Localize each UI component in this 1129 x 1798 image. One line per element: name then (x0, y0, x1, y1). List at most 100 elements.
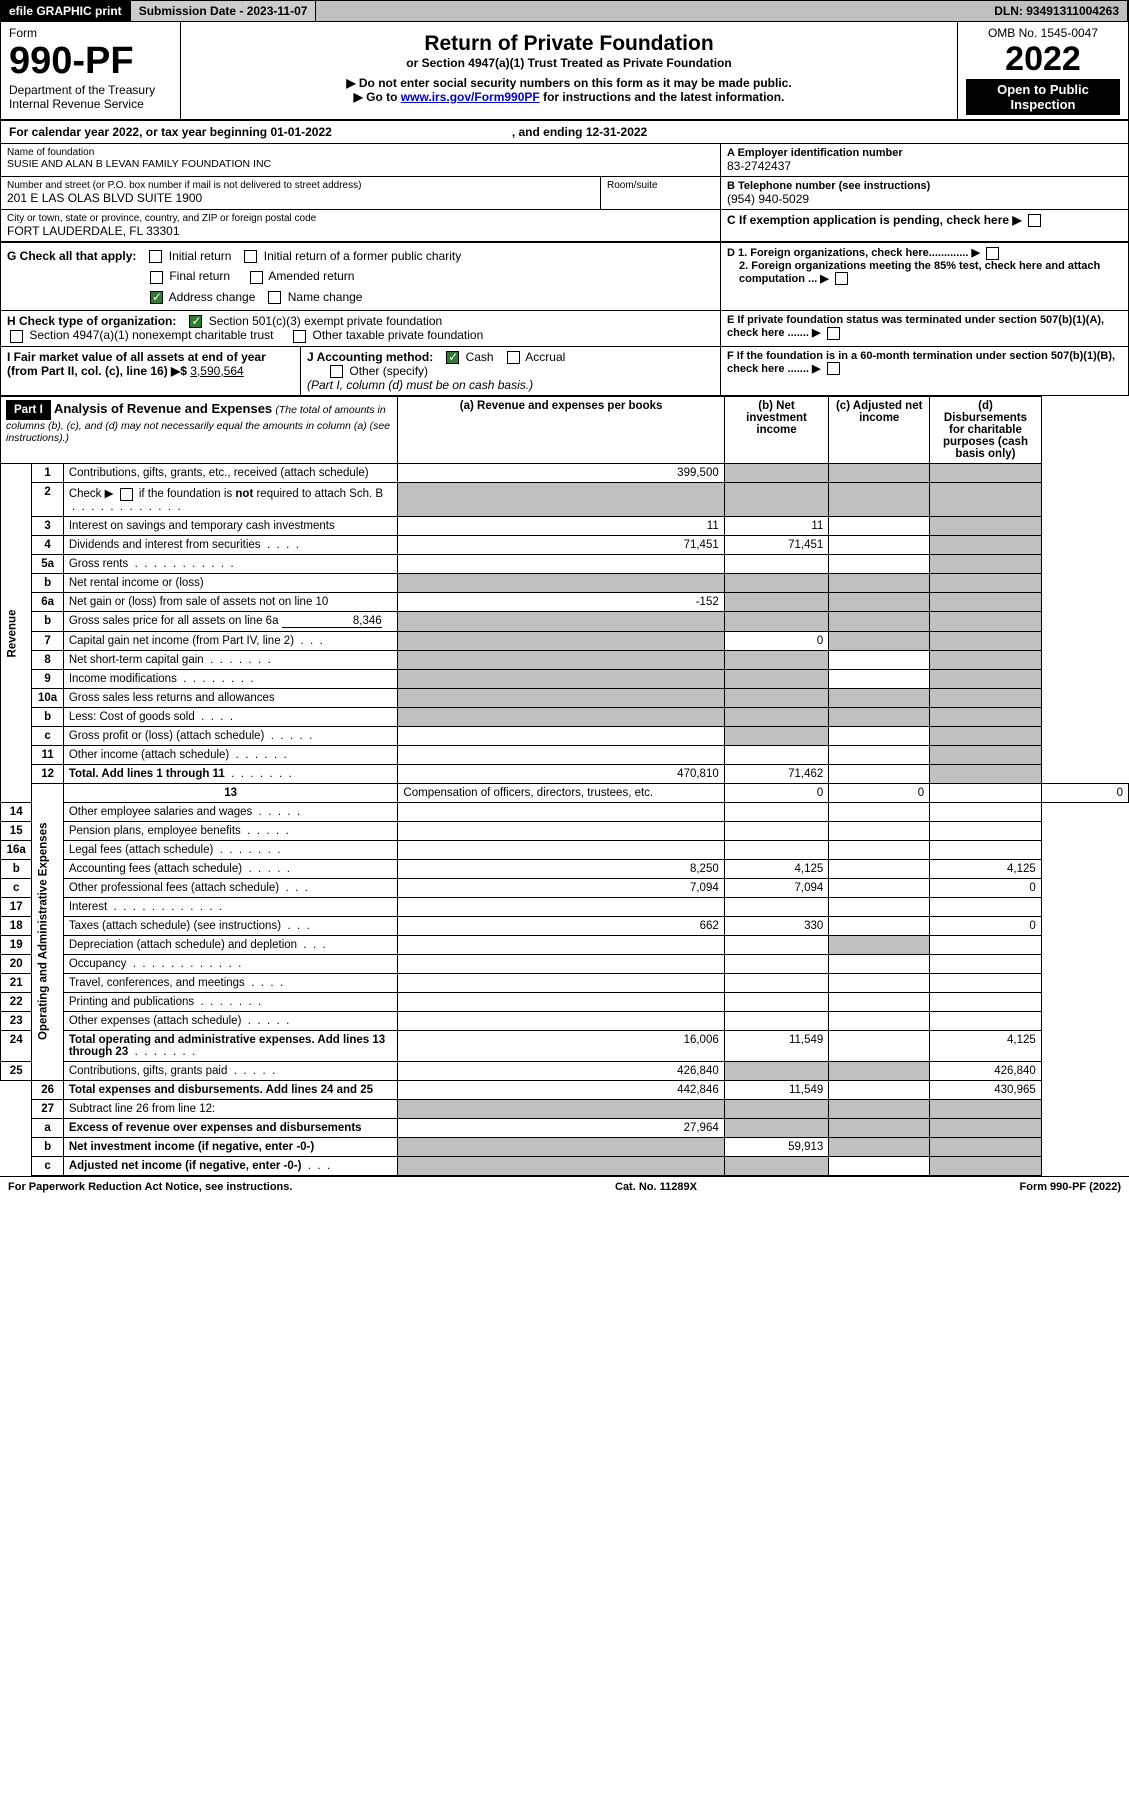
line27c-desc: Adjusted net income (if negative, enter … (63, 1156, 398, 1175)
form-title: Return of Private Foundation (189, 32, 949, 56)
g-initial: Initial return (169, 249, 232, 263)
g-initial-former: Initial return of a former public charit… (264, 249, 461, 263)
calendar-year-row: For calendar year 2022, or tax year begi… (0, 121, 1129, 144)
j-other-checkbox[interactable] (330, 365, 343, 378)
line13-b: 0 (829, 783, 930, 802)
g-former-checkbox[interactable] (244, 250, 257, 263)
line18-a: 662 (398, 916, 724, 935)
line9-desc: Income modifications . . . . . . . . (63, 669, 398, 688)
name-label: Name of foundation (7, 147, 714, 158)
line13-d: 0 (1041, 783, 1128, 802)
footer-center: Cat. No. 11289X (615, 1181, 697, 1193)
d2-checkbox[interactable] (835, 272, 848, 285)
line16c-d: 0 (930, 878, 1042, 897)
line8-desc: Net short-term capital gain . . . . . . … (63, 650, 398, 669)
g-initial-checkbox[interactable] (149, 250, 162, 263)
line10c-desc: Gross profit or (loss) (attach schedule)… (63, 726, 398, 745)
line26-d: 430,965 (930, 1080, 1042, 1099)
city-value: FORT LAUDERDALE, FL 33301 (7, 224, 714, 238)
line4-desc: Dividends and interest from securities .… (63, 535, 398, 554)
line2-checkbox[interactable] (120, 488, 133, 501)
phone-label: B Telephone number (see instructions) (727, 180, 1122, 192)
line22-desc: Printing and publications . . . . . . . (63, 992, 398, 1011)
ein-label: A Employer identification number (727, 147, 1122, 159)
line17-desc: Interest . . . . . . . . . . . . (63, 897, 398, 916)
line16a-desc: Legal fees (attach schedule) . . . . . .… (63, 840, 398, 859)
line27a-desc: Excess of revenue over expenses and disb… (63, 1118, 398, 1137)
foundation-info: Name of foundation SUSIE AND ALAN B LEVA… (0, 144, 1129, 396)
part1-label: Part I (6, 400, 51, 420)
j-other: Other (specify) (349, 364, 428, 378)
j-cash: Cash (466, 350, 494, 364)
line18-d: 0 (930, 916, 1042, 935)
f-checkbox[interactable] (827, 362, 840, 375)
line18-desc: Taxes (attach schedule) (see instruction… (63, 916, 398, 935)
g-name-checkbox[interactable] (268, 291, 281, 304)
g-label: G Check all that apply: (7, 249, 136, 263)
line19-desc: Depreciation (attach schedule) and deple… (63, 935, 398, 954)
line26-b: 11,549 (724, 1080, 829, 1099)
line24-a: 16,006 (398, 1030, 724, 1061)
g-final-checkbox[interactable] (150, 271, 163, 284)
col-a-header: (a) Revenue and expenses per books (398, 397, 724, 464)
line6b-desc: Gross sales price for all assets on line… (63, 611, 398, 631)
line16b-d: 4,125 (930, 859, 1042, 878)
line5a-desc: Gross rents . . . . . . . . . . . (63, 554, 398, 573)
h-501c3-checkbox[interactable] (189, 315, 202, 328)
addr-label: Number and street (or P.O. box number if… (7, 180, 594, 191)
calendar-end: , and ending 12-31-2022 (512, 125, 647, 139)
part1-title: Analysis of Revenue and Expenses (54, 401, 272, 416)
form-label: Form (9, 26, 172, 40)
line10a-desc: Gross sales less returns and allowances (63, 688, 398, 707)
form-number: 990-PF (9, 40, 172, 83)
line16c-b: 7,094 (724, 878, 829, 897)
h-other-checkbox[interactable] (293, 330, 306, 343)
g-amended-checkbox[interactable] (250, 271, 263, 284)
calendar-begin: For calendar year 2022, or tax year begi… (9, 125, 332, 139)
col-c-header: (c) Adjusted net income (829, 397, 930, 464)
submission-date: Submission Date - 2023-11-07 (131, 1, 317, 21)
f-label: F If the foundation is in a 60-month ter… (727, 350, 1115, 375)
j-accrual: Accrual (525, 350, 565, 364)
efile-button[interactable]: efile GRAPHIC print (1, 1, 131, 21)
line16c-a: 7,094 (398, 878, 724, 897)
city-label: City or town, state or province, country… (7, 213, 714, 224)
e-label: E If private foundation status was termi… (727, 314, 1104, 339)
line4-a: 71,451 (398, 535, 724, 554)
form-header: Form 990-PF Department of the Treasury I… (0, 22, 1129, 121)
irs-link[interactable]: www.irs.gov/Form990PF (401, 90, 540, 104)
line12-b: 71,462 (724, 764, 829, 783)
e-checkbox[interactable] (827, 327, 840, 340)
line24-d: 4,125 (930, 1030, 1042, 1061)
line10b-desc: Less: Cost of goods sold . . . . (63, 707, 398, 726)
line27-desc: Subtract line 26 from line 12: (63, 1099, 398, 1118)
page-footer: For Paperwork Reduction Act Notice, see … (0, 1176, 1129, 1197)
line16c-desc: Other professional fees (attach schedule… (63, 878, 398, 897)
line20-desc: Occupancy . . . . . . . . . . . . (63, 954, 398, 973)
open-public-badge: Open to Public Inspection (966, 79, 1120, 115)
line16b-a: 8,250 (398, 859, 724, 878)
c-checkbox[interactable] (1028, 214, 1041, 227)
j-accrual-checkbox[interactable] (507, 351, 520, 364)
col-b-header: (b) Net investment income (724, 397, 829, 464)
dept-label: Department of the Treasury (9, 83, 172, 97)
h-4947-checkbox[interactable] (10, 330, 23, 343)
line27a-a: 27,964 (398, 1118, 724, 1137)
dln-label: DLN: 93491311004263 (986, 1, 1128, 21)
line6a-desc: Net gain or (loss) from sale of assets n… (63, 592, 398, 611)
line23-desc: Other expenses (attach schedule) . . . .… (63, 1011, 398, 1030)
tax-year: 2022 (966, 40, 1120, 79)
d1-checkbox[interactable] (986, 247, 999, 260)
footer-right: Form 990-PF (2022) (1020, 1181, 1121, 1193)
line3-b: 11 (724, 516, 829, 535)
i-value: 3,590,564 (190, 364, 243, 378)
j-cash-checkbox[interactable] (446, 351, 459, 364)
foundation-name: SUSIE AND ALAN B LEVAN FAMILY FOUNDATION… (7, 158, 714, 170)
g-address-checkbox[interactable] (150, 291, 163, 304)
line12-desc: Total. Add lines 1 through 11 . . . . . … (63, 764, 398, 783)
h-label: H Check type of organization: (7, 314, 176, 328)
line3-a: 11 (398, 516, 724, 535)
irs-label: Internal Revenue Service (9, 97, 172, 111)
line1-desc: Contributions, gifts, grants, etc., rece… (63, 464, 398, 483)
col-d-header: (d) Disbursements for charitable purpose… (930, 397, 1042, 464)
